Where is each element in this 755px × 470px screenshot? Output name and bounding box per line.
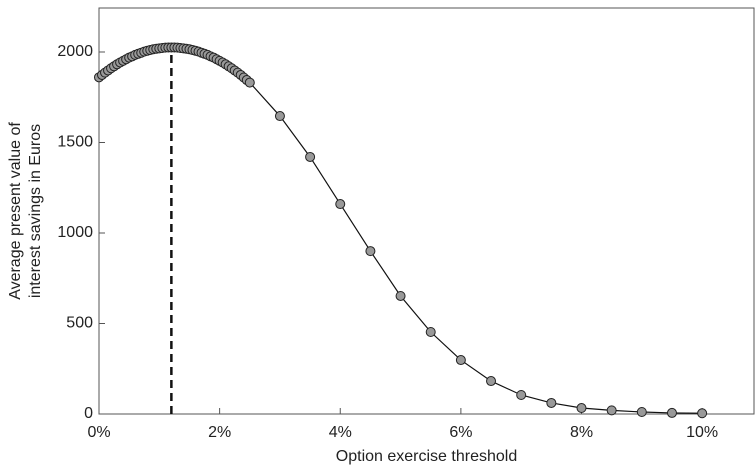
- data-point: [546, 397, 557, 408]
- data-point: [486, 376, 497, 387]
- y-tick-label: 500: [66, 315, 93, 332]
- data-point: [697, 408, 708, 419]
- data-point: [606, 405, 617, 416]
- data-point: [365, 246, 376, 257]
- y-tick-label: 2000: [57, 43, 93, 60]
- data-point: [455, 355, 466, 366]
- data-point: [244, 77, 255, 88]
- data-point: [425, 327, 436, 338]
- y-tick-label: 1500: [57, 134, 93, 151]
- x-tick-label: 4%: [329, 424, 352, 441]
- x-axis-label: Option exercise threshold: [336, 448, 517, 465]
- x-tick-label: 10%: [686, 424, 718, 441]
- data-point: [395, 290, 406, 301]
- data-line: [98, 46, 703, 414]
- data-point: [274, 111, 285, 122]
- x-tick-label: 6%: [449, 424, 472, 441]
- data-point: [305, 151, 316, 162]
- y-tick-label: 1000: [57, 224, 93, 241]
- y-axis-label: interest savings in Euros: [27, 124, 44, 298]
- y-axis-label: Average present value of: [7, 122, 24, 300]
- data-point: [636, 407, 647, 418]
- axes-box: [98, 7, 755, 415]
- x-tick-label: 8%: [570, 424, 593, 441]
- x-tick-label: 0%: [87, 424, 110, 441]
- data-point: [516, 389, 527, 400]
- data-point: [666, 407, 677, 418]
- y-tick-label: 0: [84, 405, 93, 422]
- x-tick-label: 2%: [208, 424, 231, 441]
- data-point: [576, 403, 587, 414]
- data-point: [335, 199, 346, 210]
